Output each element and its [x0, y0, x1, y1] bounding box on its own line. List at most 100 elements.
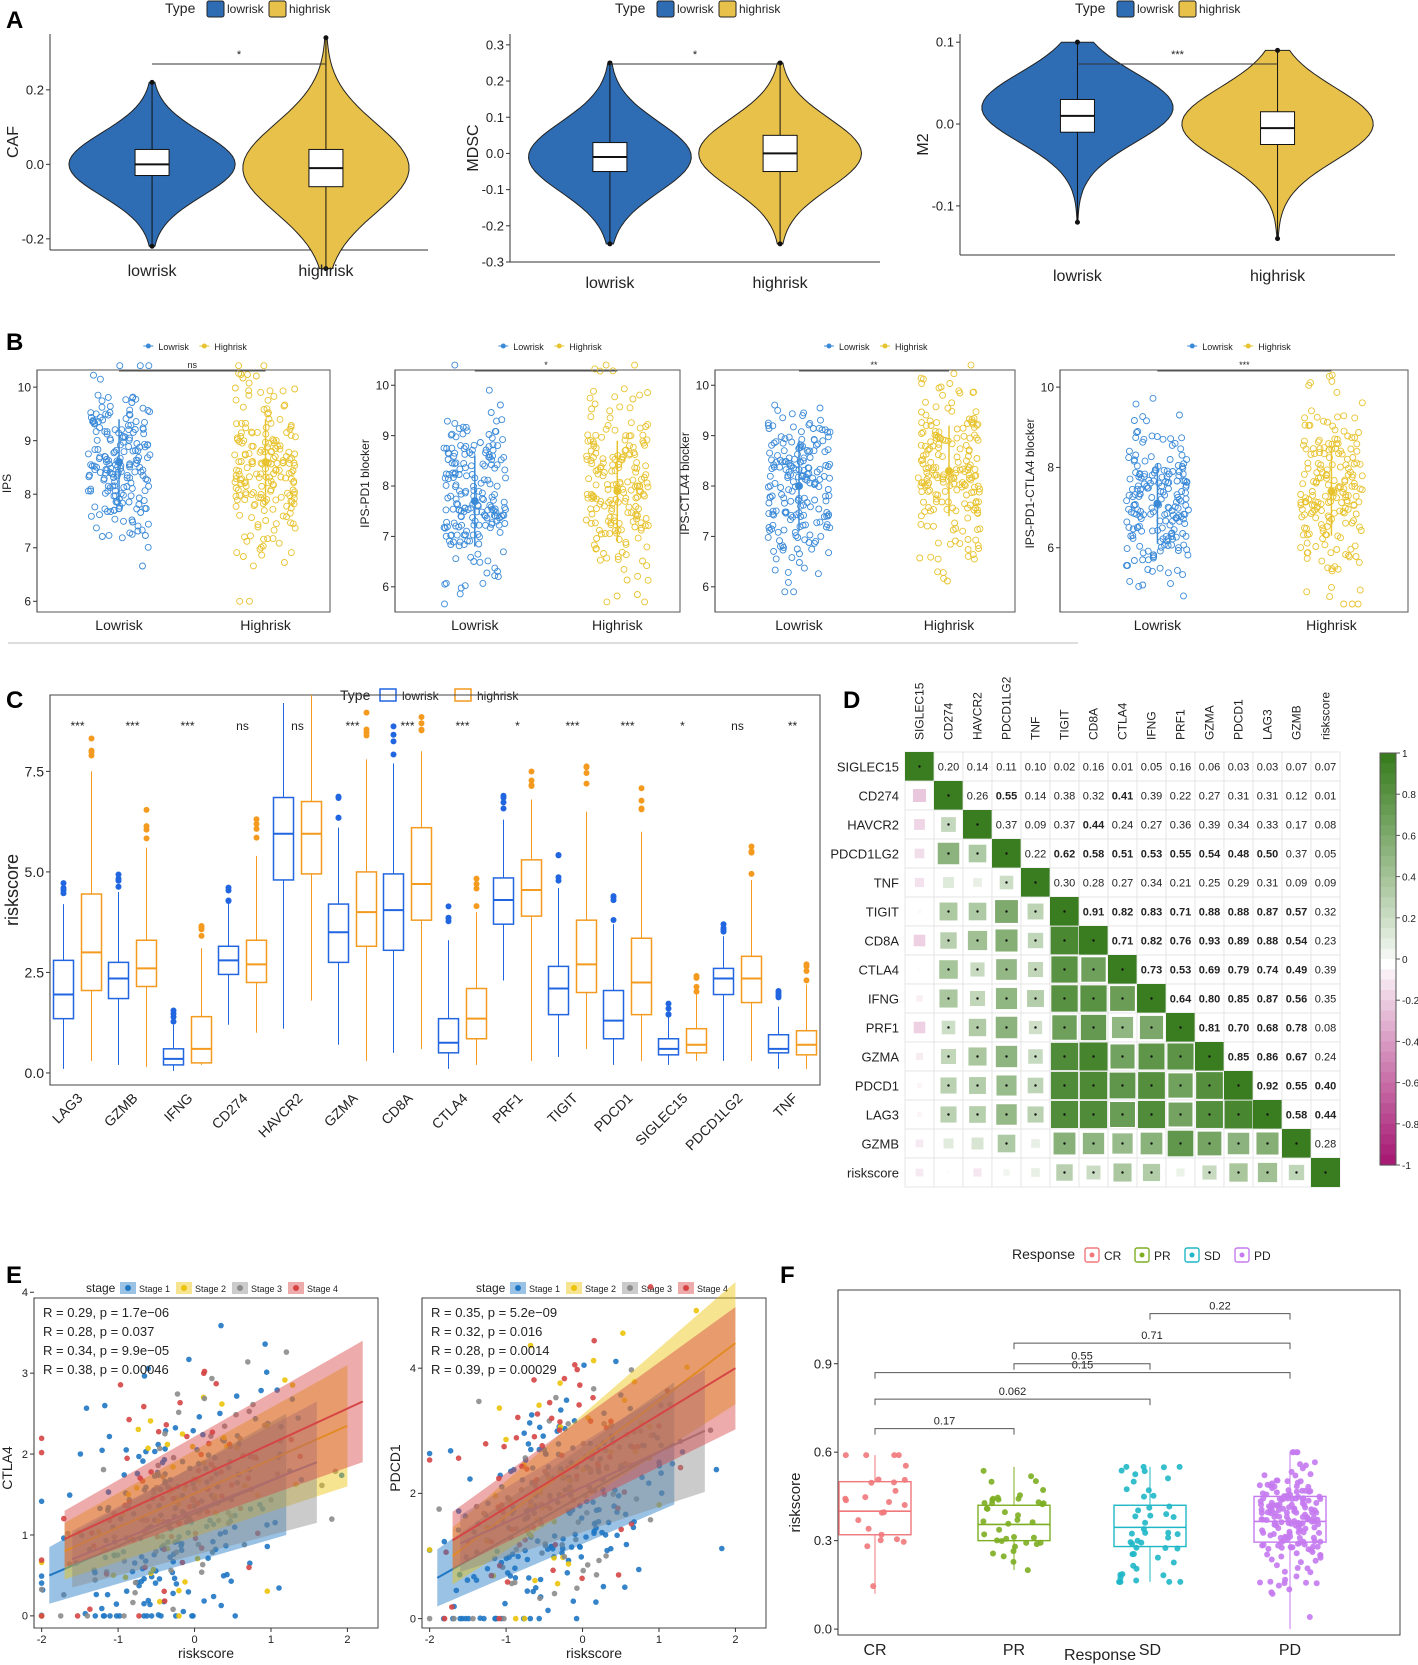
data-point [961, 500, 969, 508]
data-point [140, 497, 148, 505]
a1-ytick-label: -0.1 [482, 182, 504, 197]
data-point [496, 1405, 503, 1411]
colorbar-label: 0.2 [1402, 914, 1416, 925]
data-point [1320, 450, 1328, 458]
data-point [469, 531, 477, 539]
data-point [1305, 422, 1313, 429]
data-point [113, 497, 121, 505]
data-point [623, 576, 631, 584]
significance-dot [1092, 1142, 1095, 1145]
data-point [104, 1591, 111, 1598]
data-point [141, 1373, 148, 1379]
data-point [953, 434, 961, 442]
data-point [270, 481, 278, 489]
data-point [785, 486, 793, 494]
data-point [125, 436, 133, 444]
data-point [772, 459, 780, 467]
data-point [551, 1518, 557, 1525]
xtick-label: 2 [344, 1634, 350, 1646]
data-point [141, 1600, 147, 1607]
colorbar-segment [1380, 1000, 1396, 1012]
data-point [1173, 566, 1181, 574]
data-point [1304, 531, 1311, 539]
data-point [1130, 501, 1138, 509]
data-point [964, 420, 971, 427]
data-point [139, 472, 147, 479]
data-point [464, 1577, 471, 1583]
data-point [276, 445, 284, 453]
xtick-label-lowrisk: lowrisk [128, 263, 178, 280]
data-point [1350, 501, 1358, 509]
data-point [288, 469, 296, 477]
data-point [814, 570, 822, 578]
data-point [1129, 493, 1137, 501]
data-point [455, 542, 463, 550]
a1-ytick-label: 0.1 [486, 110, 504, 125]
corr-value: 0.58 [1083, 849, 1104, 861]
sig-label-LAG3: *** [70, 719, 84, 733]
comparison-bracket [874, 1372, 1291, 1379]
data-point [1286, 1528, 1293, 1535]
corr-value: 0.27 [1112, 878, 1133, 890]
row-label-LAG3: LAG3 [866, 1108, 899, 1123]
data-point [1351, 542, 1359, 550]
data-point [488, 493, 496, 501]
data-point [141, 418, 148, 426]
data-point [103, 1571, 110, 1577]
sig-label-PDCD1LG2: ns [731, 719, 744, 733]
data-point [111, 515, 119, 523]
data-point [1292, 1472, 1299, 1479]
data-point [131, 1560, 138, 1566]
data-point [615, 463, 623, 471]
data-point [1300, 1495, 1307, 1502]
data-point [797, 513, 805, 520]
row-label-PDCD1: PDCD1 [855, 1079, 899, 1094]
a0-ytick-label: -0.2 [22, 231, 44, 246]
outlier-point [390, 738, 397, 745]
corr-value: 0.82 [1141, 936, 1162, 948]
b0-ytick-label: 7 [24, 541, 31, 555]
legend-key-Lowrisk [500, 343, 506, 349]
data-point [972, 408, 980, 416]
e0-ytick-label: 4 [22, 1287, 28, 1299]
data-point [487, 503, 495, 511]
confidence-band [49, 1413, 287, 1604]
data-point [257, 543, 265, 551]
colorbar-segment [1380, 1041, 1396, 1053]
data-point [1301, 1541, 1308, 1548]
data-point [497, 456, 505, 464]
colorbar-segment [1380, 773, 1396, 785]
a0-ytick-label: 0.2 [26, 82, 44, 97]
data-point [1132, 451, 1140, 459]
data-point [1133, 1577, 1140, 1584]
b-ylabel: IPS [0, 474, 14, 493]
legend-dot-Stage 3 [627, 1285, 633, 1291]
colorbar-segment [1380, 876, 1396, 888]
data-point [117, 1382, 124, 1388]
data-point [918, 479, 926, 487]
box-GZMA [327, 903, 350, 964]
data-point [1173, 491, 1181, 499]
data-point [658, 1442, 664, 1449]
b2-ytick-label: 8 [702, 479, 709, 493]
data-point [290, 490, 298, 498]
outlier-point [253, 816, 260, 823]
data-point [1353, 447, 1361, 455]
colorbar-label: 1 [1402, 749, 1408, 760]
data-point [159, 1459, 166, 1466]
stat-p: p = 0.00029 [488, 1362, 557, 1377]
colorbar-segment [1380, 1051, 1396, 1063]
comparison-bracket [1013, 1363, 1151, 1370]
comparison-p-value: 0.55 [1071, 1351, 1092, 1363]
corr-value: 0.70 [1228, 1023, 1249, 1035]
data-point [455, 471, 463, 478]
data-point [1275, 1507, 1282, 1513]
data-point [604, 486, 612, 493]
data-point [266, 387, 274, 395]
data-point [118, 534, 126, 542]
xtick-label-highrisk: highrisk [1250, 268, 1306, 285]
data-point [946, 540, 954, 548]
data-point [597, 530, 605, 538]
stat-p: p = 0.037 [100, 1324, 155, 1339]
legend-dot-Stage 1 [125, 1285, 131, 1291]
